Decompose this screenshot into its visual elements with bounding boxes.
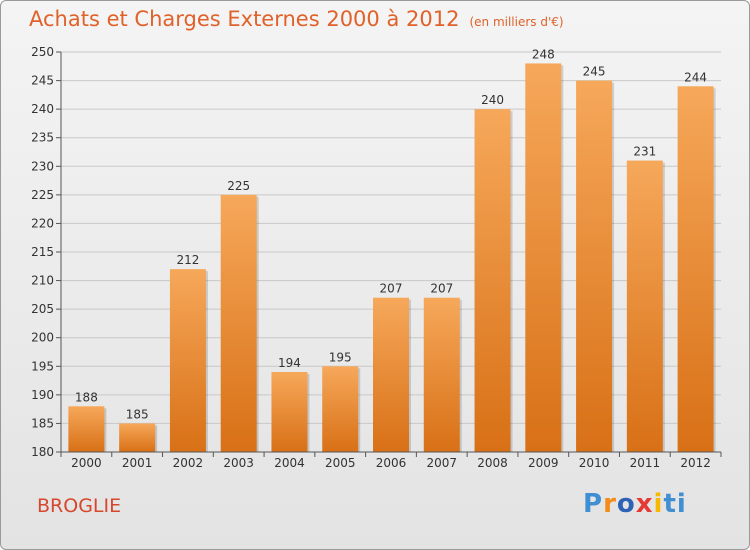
y-tick-label: 235: [31, 131, 54, 145]
x-tick-label: 2007: [426, 456, 457, 470]
logo-letter: x: [635, 489, 654, 519]
logo-letter: r: [603, 489, 617, 519]
bar: [169, 269, 206, 452]
data-label: 212: [176, 253, 199, 267]
x-tick-label: 2002: [173, 456, 204, 470]
x-tick-label: 2005: [325, 456, 356, 470]
y-tick-label: 190: [31, 388, 54, 402]
data-label: 248: [532, 47, 555, 61]
data-label: 225: [227, 179, 250, 193]
logo-letter: i: [653, 489, 664, 519]
x-tick-label: 2003: [223, 456, 254, 470]
bar: [119, 423, 156, 452]
data-label: 231: [633, 145, 656, 159]
data-label: 244: [684, 70, 707, 84]
axes: 180 185 190 195 200 205 210 215 220 225 230 235 240 2…: [31, 45, 722, 470]
bar: [576, 80, 613, 453]
proxiti-logo: Proxiti: [583, 489, 687, 519]
chart-title: Achats et Charges Externes 2000 à 2012 (e…: [29, 7, 564, 31]
y-tick-label: 250: [31, 45, 54, 59]
data-label: 188: [75, 390, 98, 404]
y-tick-label: 200: [31, 331, 54, 345]
logo-letter: o: [616, 489, 636, 519]
x-tick-label: 2008: [477, 456, 508, 470]
bar: [677, 86, 714, 453]
y-tick-label: 225: [31, 188, 54, 202]
logo-letter: P: [583, 489, 604, 519]
data-label: 207: [380, 282, 403, 296]
bar: [220, 194, 257, 452]
y-tick-label: 240: [31, 102, 54, 116]
data-label: 207: [430, 282, 453, 296]
y-tick-label: 230: [31, 159, 54, 173]
y-tick-label: 180: [31, 445, 54, 459]
x-tick-label: 2011: [630, 456, 661, 470]
bar: [271, 372, 308, 452]
y-tick-label: 210: [31, 274, 54, 288]
bar: [474, 109, 511, 453]
bar: [373, 297, 409, 452]
logo-letter: ti: [663, 489, 687, 519]
y-tick-label: 245: [31, 74, 54, 88]
x-tick-label: 2000: [71, 456, 102, 470]
data-label: 194: [278, 356, 301, 370]
data-label: 185: [126, 407, 149, 421]
bars: [68, 63, 716, 453]
bar: [525, 63, 562, 453]
bar: [626, 160, 663, 453]
data-label: 245: [583, 65, 606, 79]
y-tick-label: 195: [31, 359, 54, 373]
x-tick-label: 2010: [579, 456, 610, 470]
bar: [322, 366, 359, 452]
x-tick-label: 2001: [122, 456, 153, 470]
y-tick-label: 220: [31, 216, 54, 230]
commune-name: BROGLIE: [37, 495, 122, 517]
x-tick-label: 2009: [528, 456, 559, 470]
chart-subtitle: (en milliers d'€): [469, 15, 564, 29]
title-text: Achats et Charges Externes 2000 à 2012: [29, 7, 460, 31]
y-tick-label: 185: [31, 416, 54, 430]
data-label: 240: [481, 93, 504, 107]
x-tick-label: 2012: [680, 456, 711, 470]
x-tick-label: 2004: [274, 456, 305, 470]
x-tick-label: 2006: [376, 456, 407, 470]
bar: [68, 406, 105, 452]
data-label: 195: [329, 350, 352, 364]
data-labels: 188 185 212 225 194 195 207 207 240 248 245 231 244: [75, 47, 707, 421]
y-tick-label: 205: [31, 302, 54, 316]
y-tick-label: 215: [31, 245, 54, 259]
bar: [423, 297, 460, 452]
